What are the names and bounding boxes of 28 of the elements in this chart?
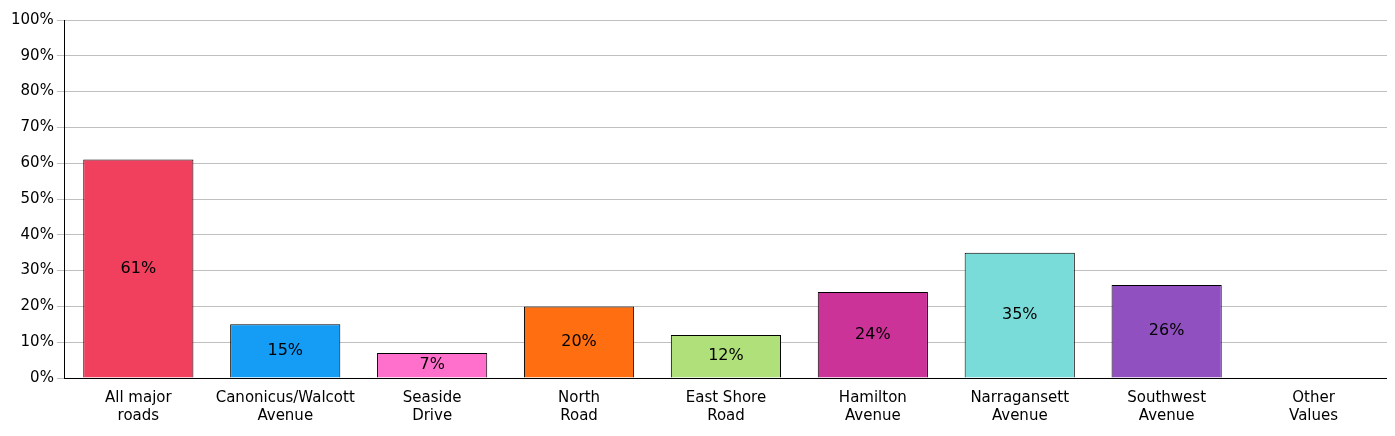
y-tick-label: 40% <box>20 224 54 243</box>
y-tick-label: 20% <box>20 296 54 315</box>
y-tick-label: 30% <box>20 260 54 279</box>
data-label: 15% <box>267 340 304 360</box>
y-tick-label: 0% <box>30 367 54 386</box>
x-tick-label: Seaside Drive <box>402 387 462 424</box>
x-tick-label: East Shore Road <box>685 387 767 424</box>
y-tick-label: 100% <box>10 9 54 28</box>
y-tick-label: 10% <box>20 332 54 351</box>
data-label: 35% <box>1001 304 1038 324</box>
data-label: 7% <box>419 354 445 374</box>
x-tick-label: Other Values <box>1289 387 1339 424</box>
data-label: 24% <box>855 323 891 343</box>
data-label: 26% <box>1148 320 1185 340</box>
y-tick-label: 70% <box>20 117 54 136</box>
y-tick-label: 90% <box>20 45 54 64</box>
y-tick-label: 80% <box>20 81 54 100</box>
x-tick-label: Hamilton Avenue <box>838 387 907 424</box>
x-tick-label: Canonicus/Walcott Avenue <box>215 387 355 424</box>
x-tick-label: Southwest Avenue <box>1127 387 1207 424</box>
x-tick-label: All major roads <box>104 387 173 424</box>
x-tick-label: Narragansett Avenue <box>970 387 1070 424</box>
y-tick-label: 50% <box>20 188 54 207</box>
data-label: 61% <box>120 257 157 277</box>
y-tick-label: 60% <box>20 153 54 172</box>
data-label: 20% <box>561 331 597 351</box>
data-label: 12% <box>708 345 744 365</box>
x-tick-label: North Road <box>558 387 601 424</box>
